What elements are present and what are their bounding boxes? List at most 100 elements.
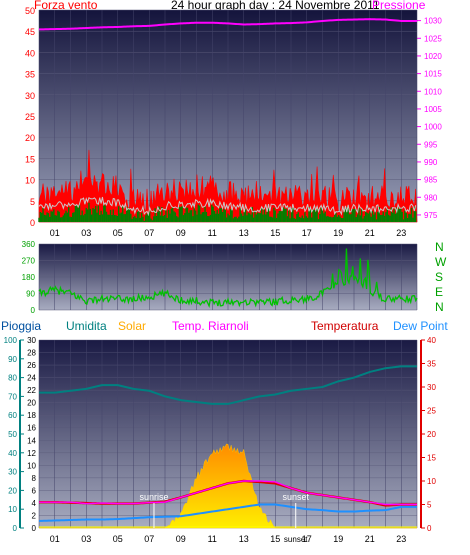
temp-x-tick-label: 01	[50, 534, 60, 544]
temp-riarnoli-line	[39, 480, 417, 506]
direction-y-tick-label: 180	[22, 273, 36, 282]
pioggia-y-tick-label: 0	[13, 524, 18, 533]
temp-left-y-tick-label: 20	[27, 399, 36, 408]
direction-y-tick-label: 270	[22, 257, 36, 266]
legend-solar: Solar	[118, 319, 147, 333]
direction-line	[38, 248, 418, 309]
temp-x-tick-label: 11	[208, 534, 217, 544]
pressure-y-tick-label: 1030	[424, 17, 442, 26]
wind-x-tick-label: 17	[302, 228, 312, 238]
wind-y-tick-label: 5	[30, 197, 35, 207]
humidity-line	[39, 365, 417, 405]
pioggia-y-tick-label: 60	[8, 411, 17, 420]
wind-x-tick-label: 03	[81, 228, 91, 238]
temp-left-y-tick-label: 22	[27, 386, 36, 395]
temp-x-tick-label: 15	[270, 534, 280, 544]
wind-y-tick-label: 15	[25, 154, 35, 164]
pioggia-y-tick-label: 80	[8, 374, 17, 383]
direction-label-w: W	[435, 255, 447, 269]
temp-left-y-tick-label: 4	[32, 499, 37, 508]
wind-x-tick-label: 15	[270, 228, 280, 238]
temp-left-y-tick-label: 8	[32, 474, 37, 483]
temperature-y-tick-label: 15	[427, 454, 436, 463]
temperature-y-tick-label: 20	[427, 430, 436, 439]
pressure-y-tick-label: 975	[424, 211, 438, 220]
sunset-label: sunset	[282, 492, 309, 502]
wind-x-tick-label: 21	[365, 228, 375, 238]
legend-temp-riarnoli: Temp. Riarnoli	[172, 319, 249, 333]
wind-x-tick-label: 05	[113, 228, 123, 238]
pressure-y-tick-label: 1020	[424, 52, 442, 61]
temp-x-tick-label: 13	[239, 534, 249, 544]
pressure-y-tick-label: 990	[424, 158, 438, 167]
pressure-y-tick-label: 1015	[424, 70, 442, 79]
wind-avg-line	[38, 196, 417, 217]
temp-x-tick-label: 05	[113, 534, 123, 544]
wind-y-tick-label: 45	[25, 27, 35, 37]
temperature-y-tick-label: 10	[427, 477, 436, 486]
temperature-y-tick-label: 35	[427, 360, 436, 369]
temp-left-y-tick-label: 6	[32, 486, 37, 495]
direction-label-n-top: N	[435, 240, 444, 254]
pressure-y-tick-label: 995	[424, 140, 438, 149]
wind-force-label: Forza vento	[34, 0, 98, 12]
wind-x-tick-label: 11	[208, 228, 217, 238]
temp-left-y-tick-label: 30	[27, 336, 36, 345]
temperature-y-tick-label: 5	[427, 501, 432, 510]
temp-x-tick-label: 07	[144, 534, 154, 544]
wind-y-tick-label: 20	[25, 133, 35, 143]
pressure-y-tick-label: 1000	[424, 123, 442, 132]
wind-x-tick-label: 01	[50, 228, 60, 238]
pioggia-y-tick-label: 50	[8, 430, 17, 439]
wind-y-tick-label: 40	[25, 48, 35, 58]
temp-left-y-tick-label: 16	[27, 424, 36, 433]
pioggia-y-tick-label: 90	[8, 355, 17, 364]
direction-label-n-bottom: N	[435, 300, 444, 314]
wind-x-tick-label: 07	[144, 228, 154, 238]
wind-x-tick-label: 13	[239, 228, 249, 238]
temp-x-tick-label: 03	[81, 534, 91, 544]
chart-title: 24 hour graph day : 24 Novembre 2011	[171, 0, 380, 12]
pressure-y-tick-label: 985	[424, 176, 438, 185]
wind-x-tick-label: 09	[176, 228, 186, 238]
direction-label-e: E	[435, 285, 444, 299]
temp-left-y-tick-label: 12	[27, 449, 36, 458]
pressure-y-tick-label: 1025	[424, 34, 442, 43]
direction-y-tick-label: 90	[26, 290, 35, 299]
wind-y-tick-label: 10	[25, 176, 35, 186]
temperature-y-tick-label: 40	[427, 336, 436, 345]
wind-y-tick-label: 30	[25, 91, 35, 101]
wind-y-tick-label: 25	[25, 112, 35, 122]
pressure-y-tick-label: 1005	[424, 105, 442, 114]
wind-y-tick-label: 50	[25, 6, 35, 16]
direction-label-s: S	[435, 270, 444, 284]
temp-x-tick-label: 19	[333, 534, 343, 544]
temp-x-tick-label: 21	[365, 534, 375, 544]
wind-x-tick-label: 23	[396, 228, 406, 238]
pioggia-y-tick-label: 100	[4, 336, 18, 345]
temp-left-y-tick-label: 18	[27, 411, 36, 420]
temperature-y-tick-label: 25	[427, 407, 436, 416]
temp-left-y-tick-label: 10	[27, 461, 36, 470]
sunset-x-label: sunset	[284, 535, 308, 544]
legend-dew-point: Dew Point	[393, 319, 448, 333]
direction-y-tick-label: 360	[22, 240, 36, 249]
direction-y-tick-label: 0	[31, 306, 36, 315]
temp-left-y-tick-label: 24	[27, 374, 36, 383]
temp-left-y-tick-label: 26	[27, 361, 36, 370]
pioggia-y-tick-label: 70	[8, 392, 17, 401]
pressure-line	[38, 18, 417, 31]
temp-x-tick-label: 23	[396, 534, 406, 544]
pioggia-y-tick-label: 40	[8, 449, 17, 458]
pioggia-y-tick-label: 10	[8, 505, 17, 514]
pressure-y-tick-label: 1010	[424, 87, 442, 96]
solar-area	[39, 443, 417, 529]
sunrise-label: sunrise	[139, 492, 168, 502]
pioggia-y-tick-label: 30	[8, 468, 17, 477]
wind-x-tick-label: 19	[333, 228, 343, 238]
pressure-y-tick-label: 980	[424, 193, 438, 202]
temp-x-tick-label: 17	[302, 534, 312, 544]
temp-left-y-tick-label: 0	[32, 524, 37, 533]
temp-x-tick-label: 09	[176, 534, 186, 544]
